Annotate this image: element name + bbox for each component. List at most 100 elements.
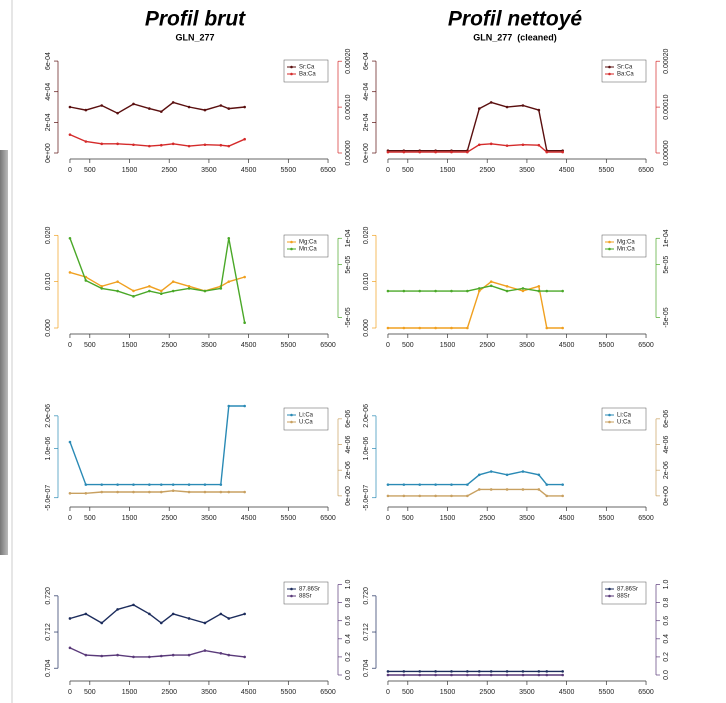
y-tick-label: 6e-06	[663, 410, 670, 428]
data-point	[466, 494, 469, 498]
x-tick-label: 4500	[241, 167, 257, 174]
legend-marker	[290, 72, 293, 76]
legend-label: Sr:Ca	[299, 65, 315, 71]
x-tick-label: 3500	[519, 515, 535, 522]
data-point	[402, 483, 406, 486]
data-point	[402, 494, 406, 498]
data-point	[537, 473, 541, 477]
data-point	[68, 271, 72, 274]
data-point	[187, 287, 191, 290]
y-tick-label: 0.00020	[663, 48, 670, 73]
data-point	[116, 142, 119, 146]
data-point	[116, 483, 119, 486]
legend-box	[283, 59, 329, 83]
x-tick-label: 6500	[638, 689, 654, 696]
data-point	[545, 670, 549, 673]
data-point	[219, 651, 223, 655]
data-point	[537, 108, 541, 112]
data-point	[187, 483, 191, 486]
data-point	[100, 287, 104, 290]
y-tick-label: 4e-04	[45, 83, 52, 101]
x-tick-label: 5500	[599, 167, 615, 174]
data-point	[219, 612, 223, 616]
y-tick-label: 0.8	[345, 598, 352, 608]
data-point	[477, 673, 481, 677]
data-point	[489, 470, 493, 473]
y-tick-label: 0.0	[345, 670, 352, 680]
x-tick-label: 2500	[161, 515, 177, 522]
data-point	[450, 326, 453, 330]
x-tick-label: 0	[68, 167, 72, 174]
data-point	[450, 150, 453, 154]
x-tick-label: 0	[386, 515, 390, 522]
data-point	[219, 490, 223, 494]
series-line	[388, 488, 563, 497]
data-point	[227, 653, 231, 657]
data-point	[561, 289, 564, 293]
data-point	[489, 280, 493, 283]
legend-marker	[290, 413, 293, 417]
data-point	[203, 289, 207, 293]
data-point	[219, 287, 223, 290]
x-tick-label: 500	[402, 515, 414, 522]
legend-marker	[290, 587, 293, 591]
y-tick-label: 0.720	[45, 587, 52, 605]
data-point	[545, 673, 549, 677]
data-point	[561, 483, 564, 486]
y-tick-label: 2.0e-06	[45, 404, 52, 428]
data-point	[505, 284, 509, 288]
x-tick-label: 2500	[479, 689, 495, 696]
data-point	[148, 289, 151, 293]
data-point	[537, 670, 541, 673]
data-point	[100, 104, 104, 107]
data-point	[148, 284, 151, 288]
data-point	[148, 144, 151, 148]
y-tick-label: 1.0	[663, 580, 670, 590]
x-tick-label: 500	[84, 689, 96, 696]
data-point	[386, 494, 390, 498]
data-point	[521, 470, 525, 473]
data-point	[545, 150, 549, 154]
data-point	[116, 280, 119, 283]
legend-box	[601, 234, 647, 258]
y-tick-label: 0.720	[363, 587, 370, 605]
data-point	[171, 483, 175, 486]
y-tick-label: 0.00000	[663, 140, 670, 165]
column-title: Profil brut	[145, 8, 246, 31]
y-tick-label: 0.712	[45, 623, 52, 641]
y-tick-label: 4e-06	[345, 435, 352, 453]
data-point	[402, 150, 406, 154]
legend-marker	[608, 420, 611, 424]
legend-label: 88Sr	[299, 594, 312, 600]
data-point	[84, 140, 88, 143]
x-tick-label: 3500	[201, 689, 217, 696]
x-tick-label: 4500	[559, 167, 575, 174]
y-tick-label: 0e+00	[45, 143, 52, 163]
x-tick-label: 1500	[122, 689, 138, 696]
x-tick-label: 6500	[320, 689, 336, 696]
x-tick-label: 3500	[201, 167, 217, 174]
data-point	[537, 284, 541, 288]
x-tick-label: 3500	[201, 342, 217, 349]
x-tick-label: 6500	[320, 342, 336, 349]
y-tick-label: -5e-05	[663, 307, 670, 327]
y-tick-label: 0.00000	[345, 140, 352, 165]
data-point	[100, 284, 104, 288]
data-point	[227, 144, 231, 148]
x-tick-label: 1500	[440, 689, 456, 696]
data-point	[386, 150, 390, 154]
data-point	[159, 289, 163, 293]
data-point	[203, 649, 207, 652]
data-point	[68, 491, 72, 495]
data-point	[148, 490, 151, 494]
x-tick-label: 500	[84, 515, 96, 522]
data-point	[477, 473, 481, 477]
data-point	[477, 287, 481, 290]
y-tick-label: 1.0	[345, 580, 352, 590]
data-point	[505, 670, 509, 673]
legend-marker	[608, 413, 611, 417]
x-tick-label: 0	[386, 342, 390, 349]
data-point	[505, 673, 509, 677]
data-point	[171, 142, 175, 146]
data-point	[466, 326, 469, 330]
